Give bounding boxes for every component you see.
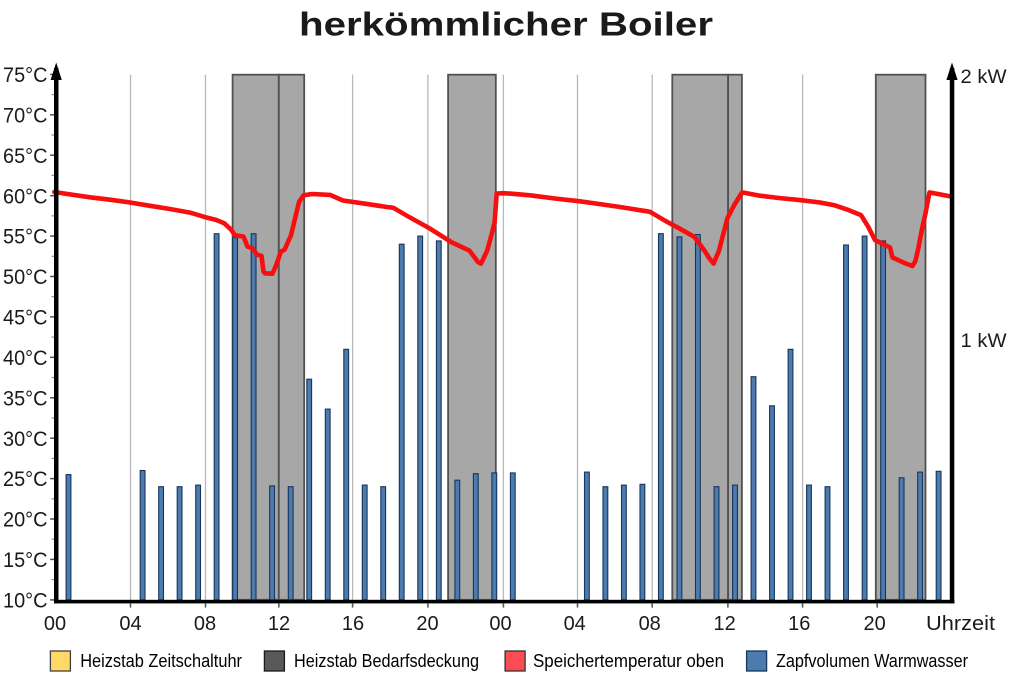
svg-text:08: 08 xyxy=(639,613,661,635)
svg-text:15°C: 15°C xyxy=(3,549,48,572)
svg-text:40°C: 40°C xyxy=(3,347,48,370)
svg-text:04: 04 xyxy=(564,613,586,635)
svg-text:Uhrzeit: Uhrzeit xyxy=(926,613,995,635)
svg-text:45°C: 45°C xyxy=(3,307,48,330)
svg-text:Zapfvolumen Warmwasser: Zapfvolumen Warmwasser xyxy=(776,651,968,671)
svg-text:Speichertemperatur oben: Speichertemperatur oben xyxy=(533,651,724,671)
svg-text:16: 16 xyxy=(342,613,364,635)
svg-text:50°C: 50°C xyxy=(3,266,48,289)
svg-text:75°C: 75°C xyxy=(3,64,48,87)
svg-text:08: 08 xyxy=(194,613,216,635)
svg-text:04: 04 xyxy=(119,613,141,635)
svg-text:25°C: 25°C xyxy=(3,468,48,491)
svg-text:Heizstab Bedarfsdeckung: Heizstab Bedarfsdeckung xyxy=(294,651,479,671)
svg-text:20°C: 20°C xyxy=(3,509,48,532)
svg-text:12: 12 xyxy=(268,613,290,635)
svg-text:16: 16 xyxy=(788,613,810,635)
svg-text:10°C: 10°C xyxy=(3,590,48,613)
svg-text:55°C: 55°C xyxy=(3,226,48,249)
svg-text:35°C: 35°C xyxy=(3,387,48,410)
svg-text:2 kW: 2 kW xyxy=(961,67,1007,88)
svg-text:00: 00 xyxy=(44,613,66,635)
svg-text:30°C: 30°C xyxy=(3,428,48,451)
svg-text:60°C: 60°C xyxy=(3,185,48,208)
svg-text:65°C: 65°C xyxy=(3,145,48,168)
svg-text:Heizstab Zeitschaltuhr: Heizstab Zeitschaltuhr xyxy=(80,651,242,671)
svg-text:70°C: 70°C xyxy=(3,104,48,127)
svg-text:00: 00 xyxy=(489,613,511,635)
svg-text:20: 20 xyxy=(416,613,438,635)
svg-text:herkömmlicher Boiler: herkömmlicher Boiler xyxy=(299,6,713,43)
svg-text:20: 20 xyxy=(863,613,885,635)
svg-text:1 kW: 1 kW xyxy=(961,331,1007,352)
svg-text:12: 12 xyxy=(713,613,735,635)
